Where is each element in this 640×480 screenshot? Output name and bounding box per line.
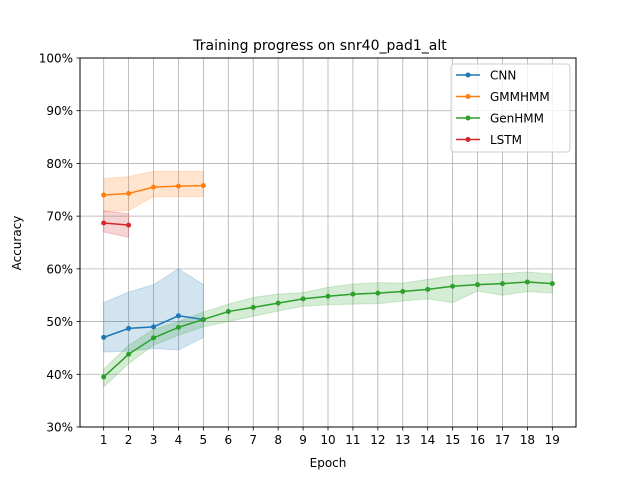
cnn-band xyxy=(103,268,204,353)
axis-ticks: 1 2 3 4 5 6 7 8 9 10 11 12 13 14 15 16 17 18 1930%40%50%60… xyxy=(39,52,560,448)
gmmhmm-band xyxy=(103,170,204,212)
confidence-bands xyxy=(103,170,553,389)
x-tick-label: 5 xyxy=(200,433,208,447)
y-tick-label: 90% xyxy=(46,104,73,118)
x-tick-label: 15 xyxy=(445,433,460,447)
x-tick-label: 1 xyxy=(100,433,108,447)
chart-title: Training progress on snr40_pad1_alt xyxy=(192,38,447,54)
gmmhmm-point xyxy=(175,183,181,189)
genhmm-point xyxy=(126,351,132,357)
cnn-point xyxy=(151,324,157,330)
genhmm-point xyxy=(499,281,505,287)
gmmhmm-point xyxy=(101,192,107,198)
x-tick-label: 3 xyxy=(150,433,158,447)
genhmm-point xyxy=(425,286,431,292)
x-tick-label: 4 xyxy=(175,433,183,447)
genhmm-point xyxy=(524,279,530,285)
lstm-point xyxy=(101,220,107,226)
genhmm-point xyxy=(101,374,107,380)
legend-marker-genhmm xyxy=(465,115,471,121)
x-tick-label: 6 xyxy=(224,433,232,447)
genhmm-point xyxy=(200,316,206,322)
x-tick-label: 2 xyxy=(125,433,133,447)
genhmm-point xyxy=(300,296,306,302)
x-tick-label: 9 xyxy=(299,433,307,447)
legend-label-genhmm: GenHMM xyxy=(490,112,544,126)
genhmm-point xyxy=(400,289,406,295)
legend-box xyxy=(450,63,571,153)
genhmm-point xyxy=(475,282,481,288)
gmmhmm-point xyxy=(126,190,132,196)
genhmm-point xyxy=(275,300,281,306)
series-points xyxy=(101,183,555,380)
y-tick-label: 30% xyxy=(46,421,73,435)
genhmm-point xyxy=(350,291,356,297)
genhmm-point xyxy=(250,304,256,310)
genhmm-point xyxy=(325,293,331,299)
gmmhmm-point xyxy=(200,183,206,189)
x-tick-label: 17 xyxy=(495,433,510,447)
x-tick-label: 8 xyxy=(274,433,282,447)
x-tick-label: 19 xyxy=(545,433,560,447)
genhmm-point xyxy=(549,281,555,287)
y-tick-label: 50% xyxy=(46,315,73,329)
lstm-line xyxy=(103,222,129,226)
cnn-point xyxy=(175,313,181,319)
y-tick-label: 80% xyxy=(46,157,73,171)
x-tick-label: 11 xyxy=(345,433,360,447)
cnn-point xyxy=(126,325,132,331)
genhmm-point xyxy=(175,324,181,330)
x-tick-label: 13 xyxy=(395,433,410,447)
legend-label-cnn: CNN xyxy=(490,69,516,83)
y-tick-label: 100% xyxy=(39,52,73,66)
x-tick-label: 10 xyxy=(320,433,335,447)
x-axis-label: Epoch xyxy=(310,456,347,470)
legend-marker-gmmhmm xyxy=(465,94,471,99)
legend-label-lstm: LSTM xyxy=(490,133,522,147)
y-tick-label: 70% xyxy=(46,210,73,224)
y-axis-label: Accuracy xyxy=(10,216,24,271)
genhmm-band xyxy=(103,271,553,389)
legend-marker-lstm xyxy=(465,137,471,142)
x-tick-label: 18 xyxy=(520,433,535,447)
genhmm-point xyxy=(450,283,456,289)
x-tick-label: 16 xyxy=(470,433,485,447)
cnn-point xyxy=(101,334,107,340)
gmmhmm-point xyxy=(151,184,157,190)
y-tick-label: 40% xyxy=(46,368,73,382)
genhmm-point xyxy=(151,335,157,341)
x-tick-label: 12 xyxy=(370,433,385,447)
genhmm-point xyxy=(225,309,231,315)
genhmm-point xyxy=(375,290,381,296)
lstm-point xyxy=(126,222,132,228)
x-tick-label: 14 xyxy=(420,433,435,447)
legend-marker-cnn xyxy=(465,72,471,78)
legend-label-gmmhmm: GMMHMM xyxy=(490,90,550,104)
x-tick-label: 7 xyxy=(249,433,257,447)
legend: CNN GMMHMM GenHMM LSTM xyxy=(450,63,571,153)
y-tick-label: 60% xyxy=(46,262,73,276)
